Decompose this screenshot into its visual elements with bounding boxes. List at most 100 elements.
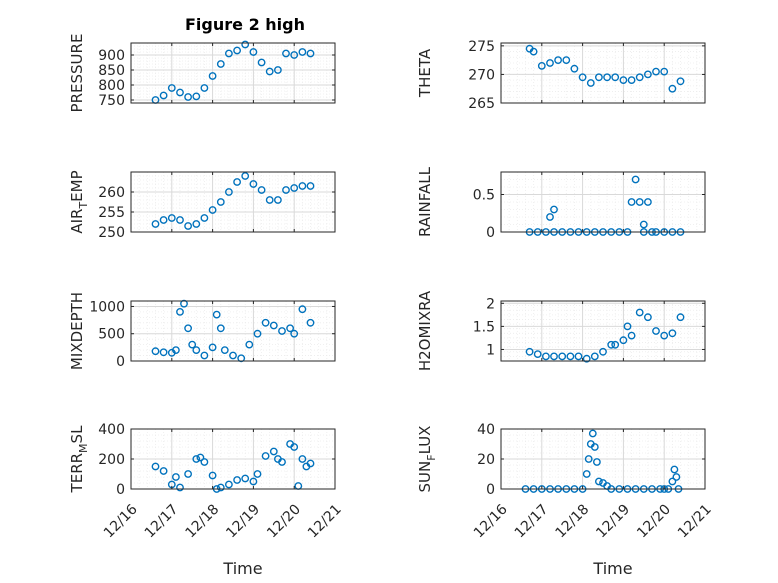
data-point bbox=[184, 324, 193, 333]
axes-box bbox=[130, 171, 336, 233]
y-tick-label: 270 bbox=[468, 67, 495, 83]
data-point bbox=[224, 49, 233, 58]
x-tick-label: 12/17 bbox=[512, 501, 552, 541]
data-point bbox=[159, 348, 168, 357]
data-point bbox=[298, 305, 307, 314]
data-point bbox=[562, 56, 571, 64]
data-point bbox=[200, 214, 209, 222]
y-tick-label: 0 bbox=[116, 354, 125, 370]
data-point bbox=[253, 470, 262, 478]
data-point bbox=[249, 48, 258, 56]
y-tick-label: 1 bbox=[486, 342, 495, 358]
ylabel-6: TERRMSL bbox=[68, 425, 90, 494]
axes-box bbox=[130, 300, 336, 362]
data-point bbox=[542, 352, 550, 361]
panel-terr-msl: 0 200 400 TERRMSL 12/16 12/17 12/18 12/19 12/20 1… bbox=[68, 422, 345, 578]
ylabel-0: PRESSURE bbox=[68, 34, 86, 113]
data-point bbox=[192, 346, 201, 354]
data-point bbox=[537, 62, 546, 70]
y-tick-label: 20 bbox=[477, 452, 495, 468]
x-tick-label: 12/19 bbox=[593, 501, 633, 541]
data-point bbox=[627, 76, 636, 85]
data-point bbox=[282, 49, 290, 58]
data-point bbox=[229, 351, 237, 360]
data-point bbox=[176, 307, 184, 316]
y-tick-label: 260 bbox=[98, 185, 125, 201]
x-tick-label: 12/18 bbox=[183, 501, 223, 541]
data-point bbox=[257, 58, 266, 67]
data-point bbox=[670, 465, 679, 474]
y-tick-label: 400 bbox=[98, 422, 125, 438]
data-point bbox=[286, 324, 294, 333]
data-point bbox=[599, 347, 607, 356]
data-point bbox=[586, 79, 595, 87]
data-point bbox=[611, 73, 620, 82]
data-point bbox=[176, 483, 184, 492]
data-point bbox=[249, 180, 258, 188]
y-tick-label: 0 bbox=[486, 482, 495, 498]
data-point bbox=[265, 196, 274, 204]
data-point bbox=[595, 477, 603, 486]
data-point bbox=[660, 67, 669, 76]
data-point bbox=[668, 477, 677, 486]
data-point bbox=[208, 206, 217, 214]
data-point bbox=[644, 70, 652, 79]
xlabel: Time bbox=[592, 559, 632, 578]
ylabel-3: RAINFALL bbox=[416, 166, 434, 237]
data-point bbox=[151, 462, 160, 471]
data-point bbox=[282, 186, 290, 194]
x-tick-label: 12/16 bbox=[471, 501, 511, 541]
data-point bbox=[644, 198, 652, 206]
data-point bbox=[200, 351, 209, 360]
data-point bbox=[278, 327, 286, 335]
panel-h2omixra: 1 1.5 2 H2OMIXRA bbox=[416, 290, 706, 371]
data-point bbox=[257, 186, 266, 194]
data-point bbox=[184, 222, 193, 230]
y-tick-label: 2 bbox=[486, 296, 495, 312]
ylabel-4: MIXDEPTH bbox=[68, 292, 86, 370]
data-point bbox=[216, 483, 225, 492]
data-point bbox=[566, 352, 575, 361]
data-point bbox=[672, 473, 681, 481]
data-point bbox=[151, 220, 160, 228]
data-point bbox=[159, 467, 168, 475]
data-point bbox=[558, 352, 567, 361]
y-tick-label: 1.5 bbox=[473, 319, 495, 335]
ylabel-5: H2OMIXRA bbox=[416, 290, 434, 371]
y-tick-label: 265 bbox=[468, 96, 495, 112]
data-point bbox=[290, 184, 299, 192]
data-point bbox=[668, 329, 677, 338]
data-point bbox=[635, 308, 644, 317]
data-point bbox=[176, 216, 184, 224]
y-tick-label: 200 bbox=[98, 452, 125, 468]
data-point bbox=[273, 66, 282, 74]
data-point bbox=[224, 480, 233, 489]
data-point bbox=[192, 92, 201, 101]
data-point bbox=[167, 214, 176, 222]
plot-area bbox=[131, 301, 335, 361]
y-tick-label: 800 bbox=[98, 78, 125, 94]
data-point bbox=[590, 443, 599, 451]
data-point bbox=[619, 76, 628, 85]
data-point bbox=[306, 182, 315, 190]
x-tick-label: 12/21 bbox=[675, 501, 715, 541]
data-point bbox=[208, 343, 217, 352]
data-point bbox=[546, 213, 554, 221]
axes-box bbox=[500, 42, 706, 104]
data-point bbox=[241, 172, 250, 180]
data-point bbox=[212, 310, 221, 319]
data-point bbox=[290, 51, 299, 59]
data-point bbox=[269, 321, 278, 330]
data-point bbox=[603, 73, 611, 82]
data-point bbox=[529, 47, 538, 56]
panel-rainfall: 0 0.5 RAINFALL bbox=[416, 166, 706, 241]
data-point bbox=[253, 329, 262, 338]
data-point bbox=[546, 59, 554, 67]
xlabel: Time bbox=[222, 559, 262, 578]
x-tick-label: 12/17 bbox=[142, 501, 182, 541]
data-point bbox=[590, 352, 599, 361]
data-point bbox=[627, 331, 636, 340]
panel-sun-flux: 0 20 40 SUNFLUX 12/16 12/17 12/18 12/19 12/20 12/… bbox=[416, 422, 715, 578]
data-point bbox=[574, 352, 583, 361]
